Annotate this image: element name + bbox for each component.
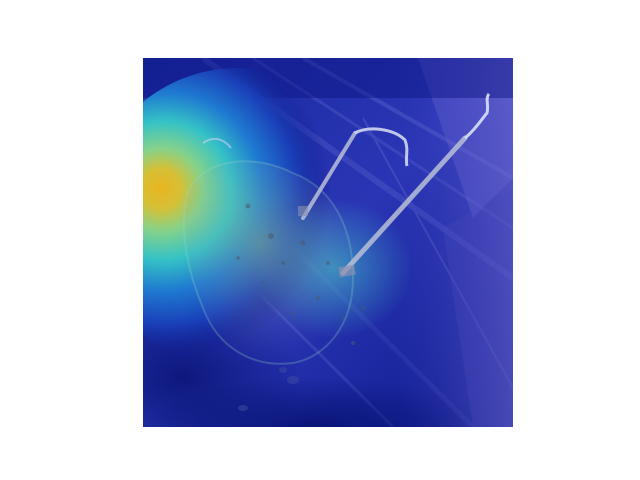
heatmap-overlay-image: [143, 58, 513, 427]
probe-rods: [298, 92, 491, 278]
overlay-svg: [143, 58, 513, 427]
right-wall: [393, 58, 513, 427]
potato-spots: [236, 203, 365, 345]
potato-object: [182, 160, 355, 365]
